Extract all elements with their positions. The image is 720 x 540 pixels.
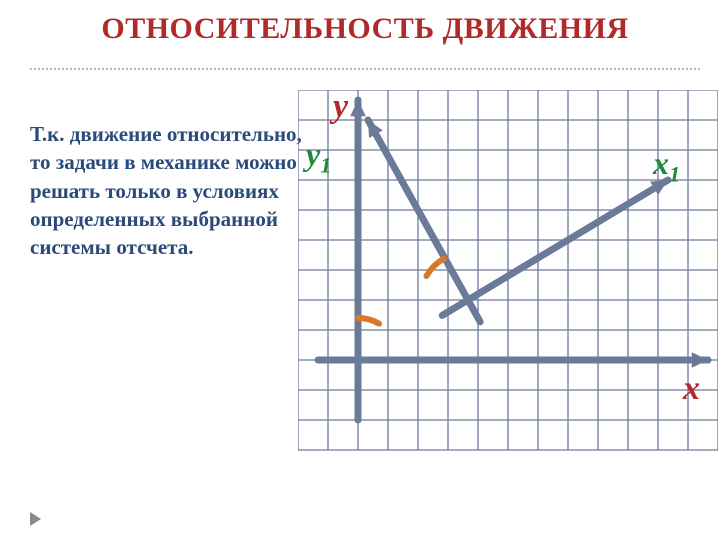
axis-label-y: y	[333, 88, 348, 126]
axis-label-x: x	[683, 370, 700, 408]
axis-label-y1: y1	[306, 136, 331, 178]
slide-title: ОТНОСИТЕЛЬНОСТЬ ДВИЖЕНИЯ	[30, 12, 700, 46]
coordinate-diagram: y x y1 x1	[298, 90, 718, 490]
title-divider	[30, 68, 700, 70]
axis-label-x1: x1	[653, 145, 680, 187]
body-text: Т.к. движение относительно, то задачи в …	[30, 120, 310, 262]
footer-arrow-icon	[30, 512, 41, 526]
slide: ОТНОСИТЕЛЬНОСТЬ ДВИЖЕНИЯ Т.к. движение о…	[0, 0, 720, 540]
